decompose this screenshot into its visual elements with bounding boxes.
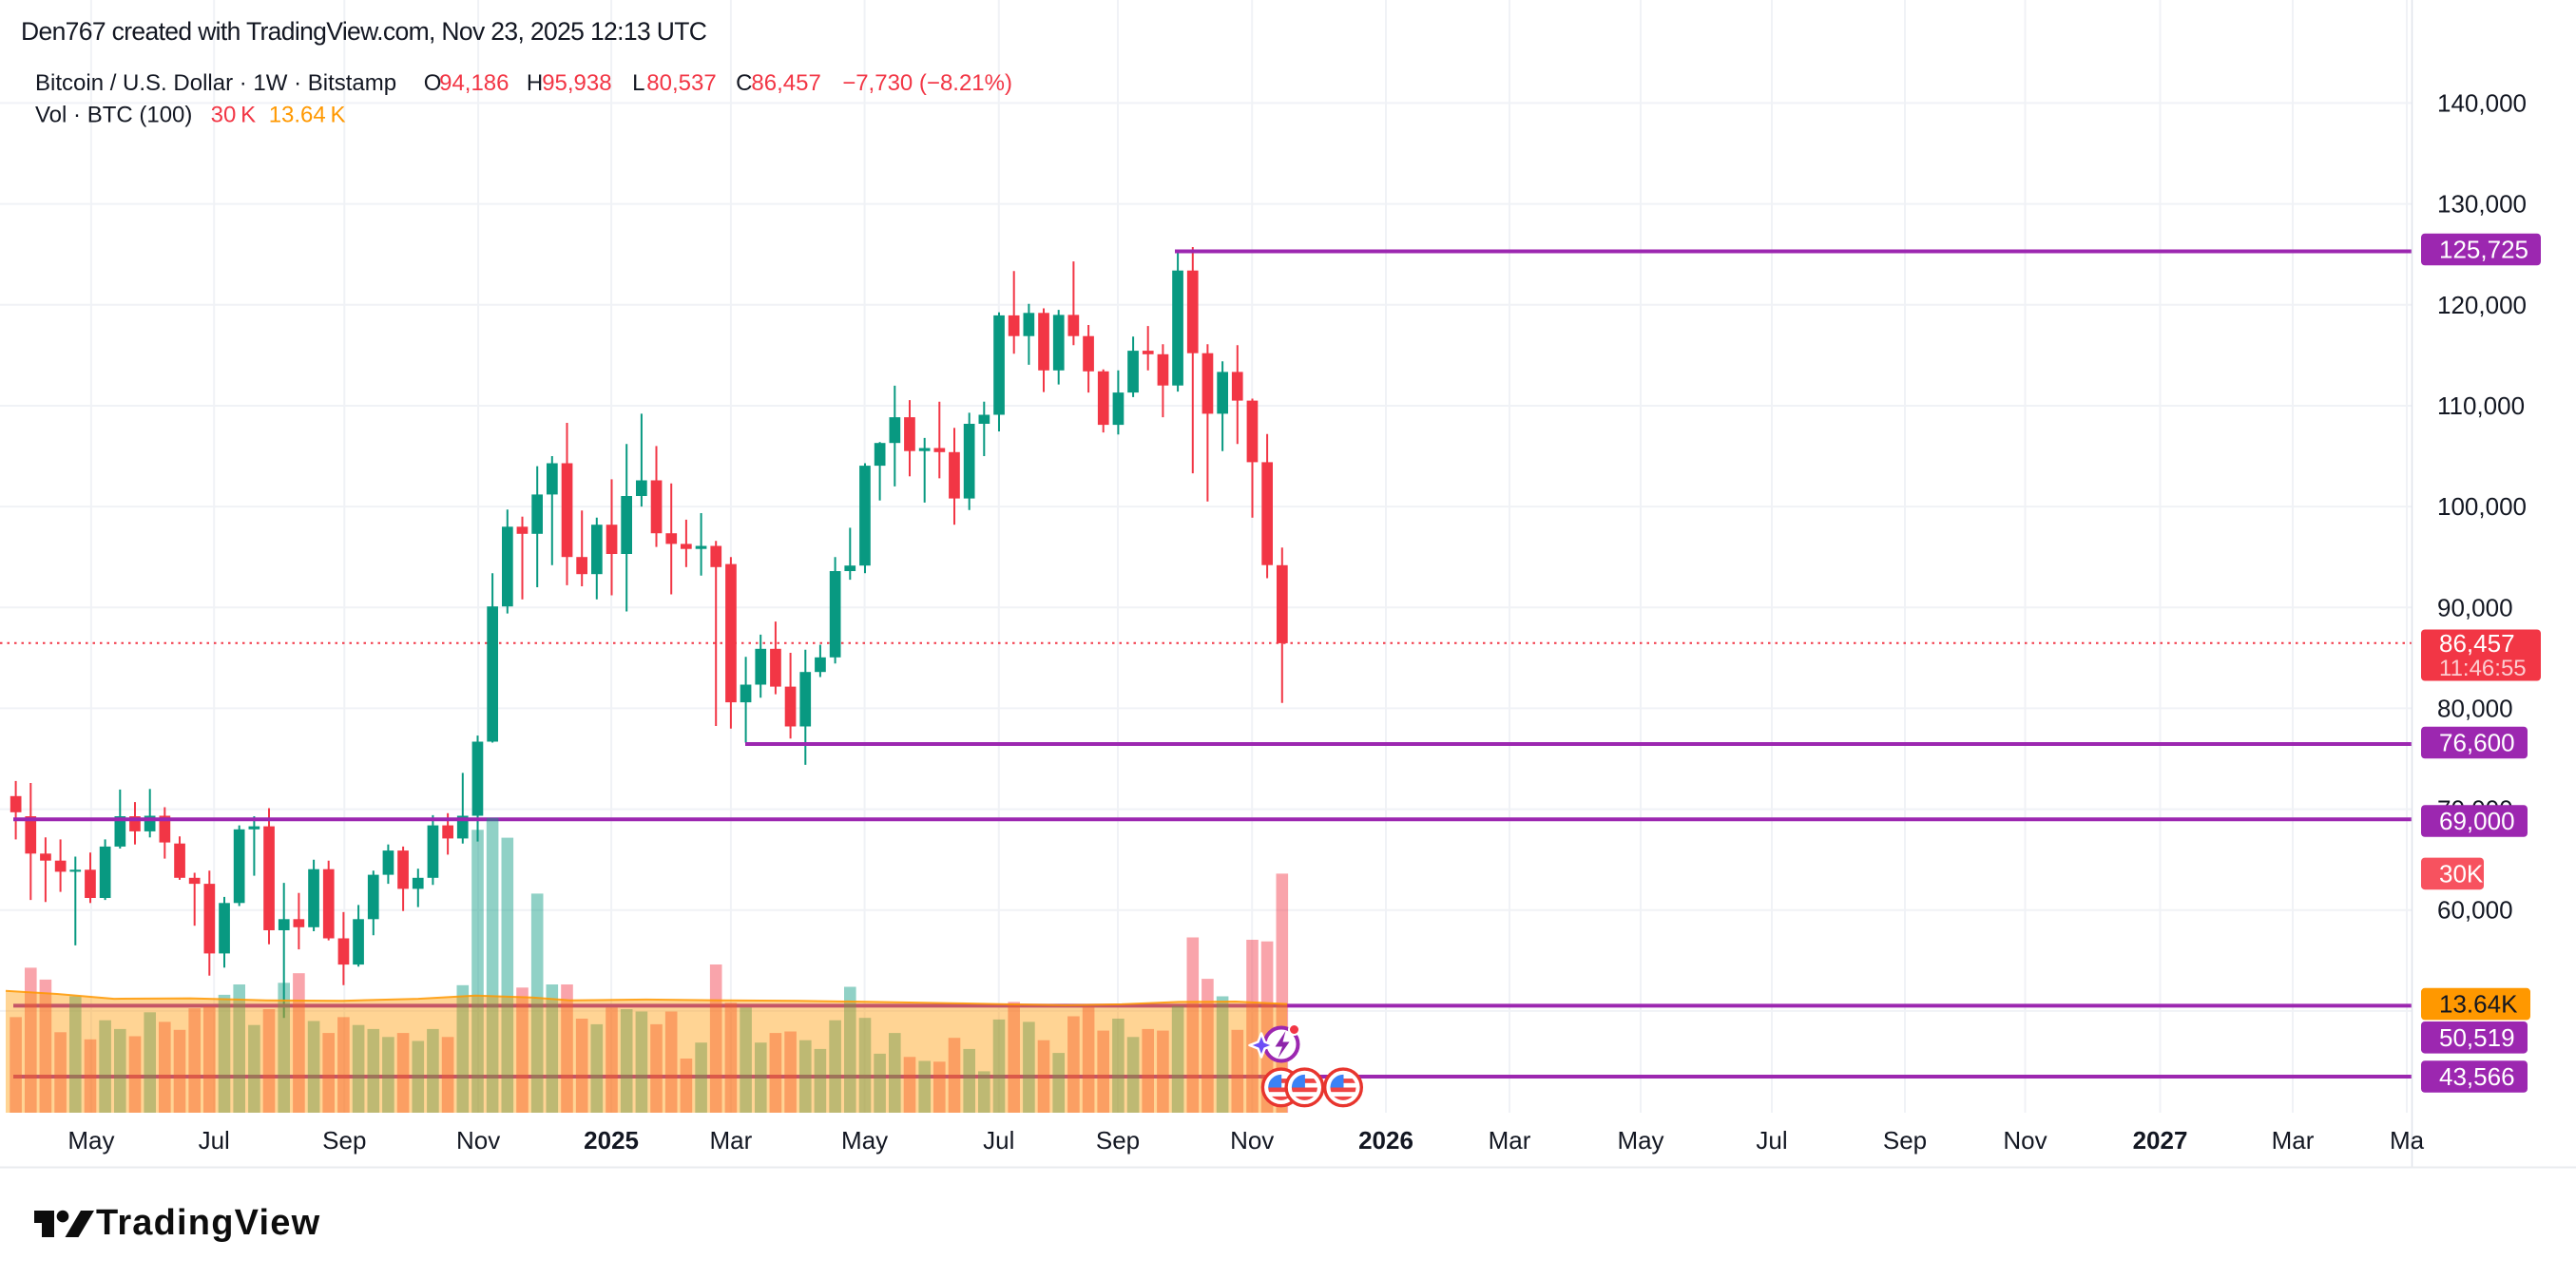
svg-text:95,938: 95,938	[542, 70, 611, 96]
svg-text:125,725: 125,725	[2439, 236, 2528, 264]
svg-text:13.64K: 13.64K	[2439, 990, 2518, 1019]
svg-text:90,000: 90,000	[2437, 593, 2513, 621]
svg-text:60,000: 60,000	[2437, 896, 2513, 925]
svg-text:76,600: 76,600	[2439, 729, 2515, 757]
svg-text:May: May	[1617, 1126, 1663, 1155]
svg-text:11:46:55: 11:46:55	[2439, 656, 2527, 681]
svg-text:2026: 2026	[1358, 1126, 1413, 1155]
svg-text:Bitcoin / U.S. Dollar · 1W · B: Bitcoin / U.S. Dollar · 1W · Bitstamp	[35, 70, 396, 96]
svg-text:69,000: 69,000	[2439, 807, 2515, 835]
svg-text:2025: 2025	[584, 1126, 639, 1155]
svg-text:30 K: 30 K	[211, 103, 257, 128]
svg-text:Jul: Jul	[983, 1126, 1014, 1155]
svg-text:Sep: Sep	[1096, 1126, 1140, 1155]
svg-text:Mar: Mar	[710, 1126, 753, 1155]
svg-text:Jul: Jul	[1756, 1126, 1787, 1155]
svg-text:Sep: Sep	[322, 1126, 366, 1155]
svg-text:94,186: 94,186	[439, 70, 509, 96]
svg-text:86,457: 86,457	[751, 70, 820, 96]
svg-text:80,537: 80,537	[646, 70, 716, 96]
svg-text:Jul: Jul	[199, 1126, 230, 1155]
svg-text:Nov: Nov	[456, 1126, 500, 1155]
svg-text:Mar: Mar	[2272, 1126, 2315, 1155]
svg-text:13.64 K: 13.64 K	[269, 103, 346, 128]
svg-text:43,566: 43,566	[2439, 1062, 2515, 1091]
svg-text:TradingView: TradingView	[96, 1203, 320, 1243]
svg-text:80,000: 80,000	[2437, 694, 2513, 722]
svg-text:140,000: 140,000	[2437, 89, 2527, 118]
svg-text:Nov: Nov	[2003, 1126, 2047, 1155]
svg-text:Ma: Ma	[2390, 1126, 2425, 1155]
svg-text:−7,730 (−8.21%): −7,730 (−8.21%)	[842, 70, 1012, 96]
svg-text:86,457: 86,457	[2439, 629, 2515, 658]
svg-text:130,000: 130,000	[2437, 190, 2527, 219]
svg-text:120,000: 120,000	[2437, 291, 2527, 319]
svg-text:Den767 created with TradingVie: Den767 created with TradingView.com, Nov…	[21, 17, 707, 46]
svg-text:30K: 30K	[2439, 859, 2484, 888]
svg-text:May: May	[841, 1126, 888, 1155]
svg-text:Vol · BTC (100): Vol · BTC (100)	[35, 103, 192, 128]
svg-text:C: C	[736, 70, 752, 96]
svg-text:100,000: 100,000	[2437, 492, 2527, 521]
svg-text:May: May	[67, 1126, 114, 1155]
svg-text:L: L	[632, 70, 644, 96]
svg-text:Nov: Nov	[1230, 1126, 1274, 1155]
svg-text:Sep: Sep	[1883, 1126, 1927, 1155]
svg-text:Mar: Mar	[1489, 1126, 1531, 1155]
svg-text:H: H	[527, 70, 543, 96]
svg-text:O: O	[424, 70, 442, 96]
svg-text:50,519: 50,519	[2439, 1023, 2515, 1052]
svg-text:2027: 2027	[2133, 1126, 2188, 1155]
svg-text:110,000: 110,000	[2437, 391, 2525, 420]
